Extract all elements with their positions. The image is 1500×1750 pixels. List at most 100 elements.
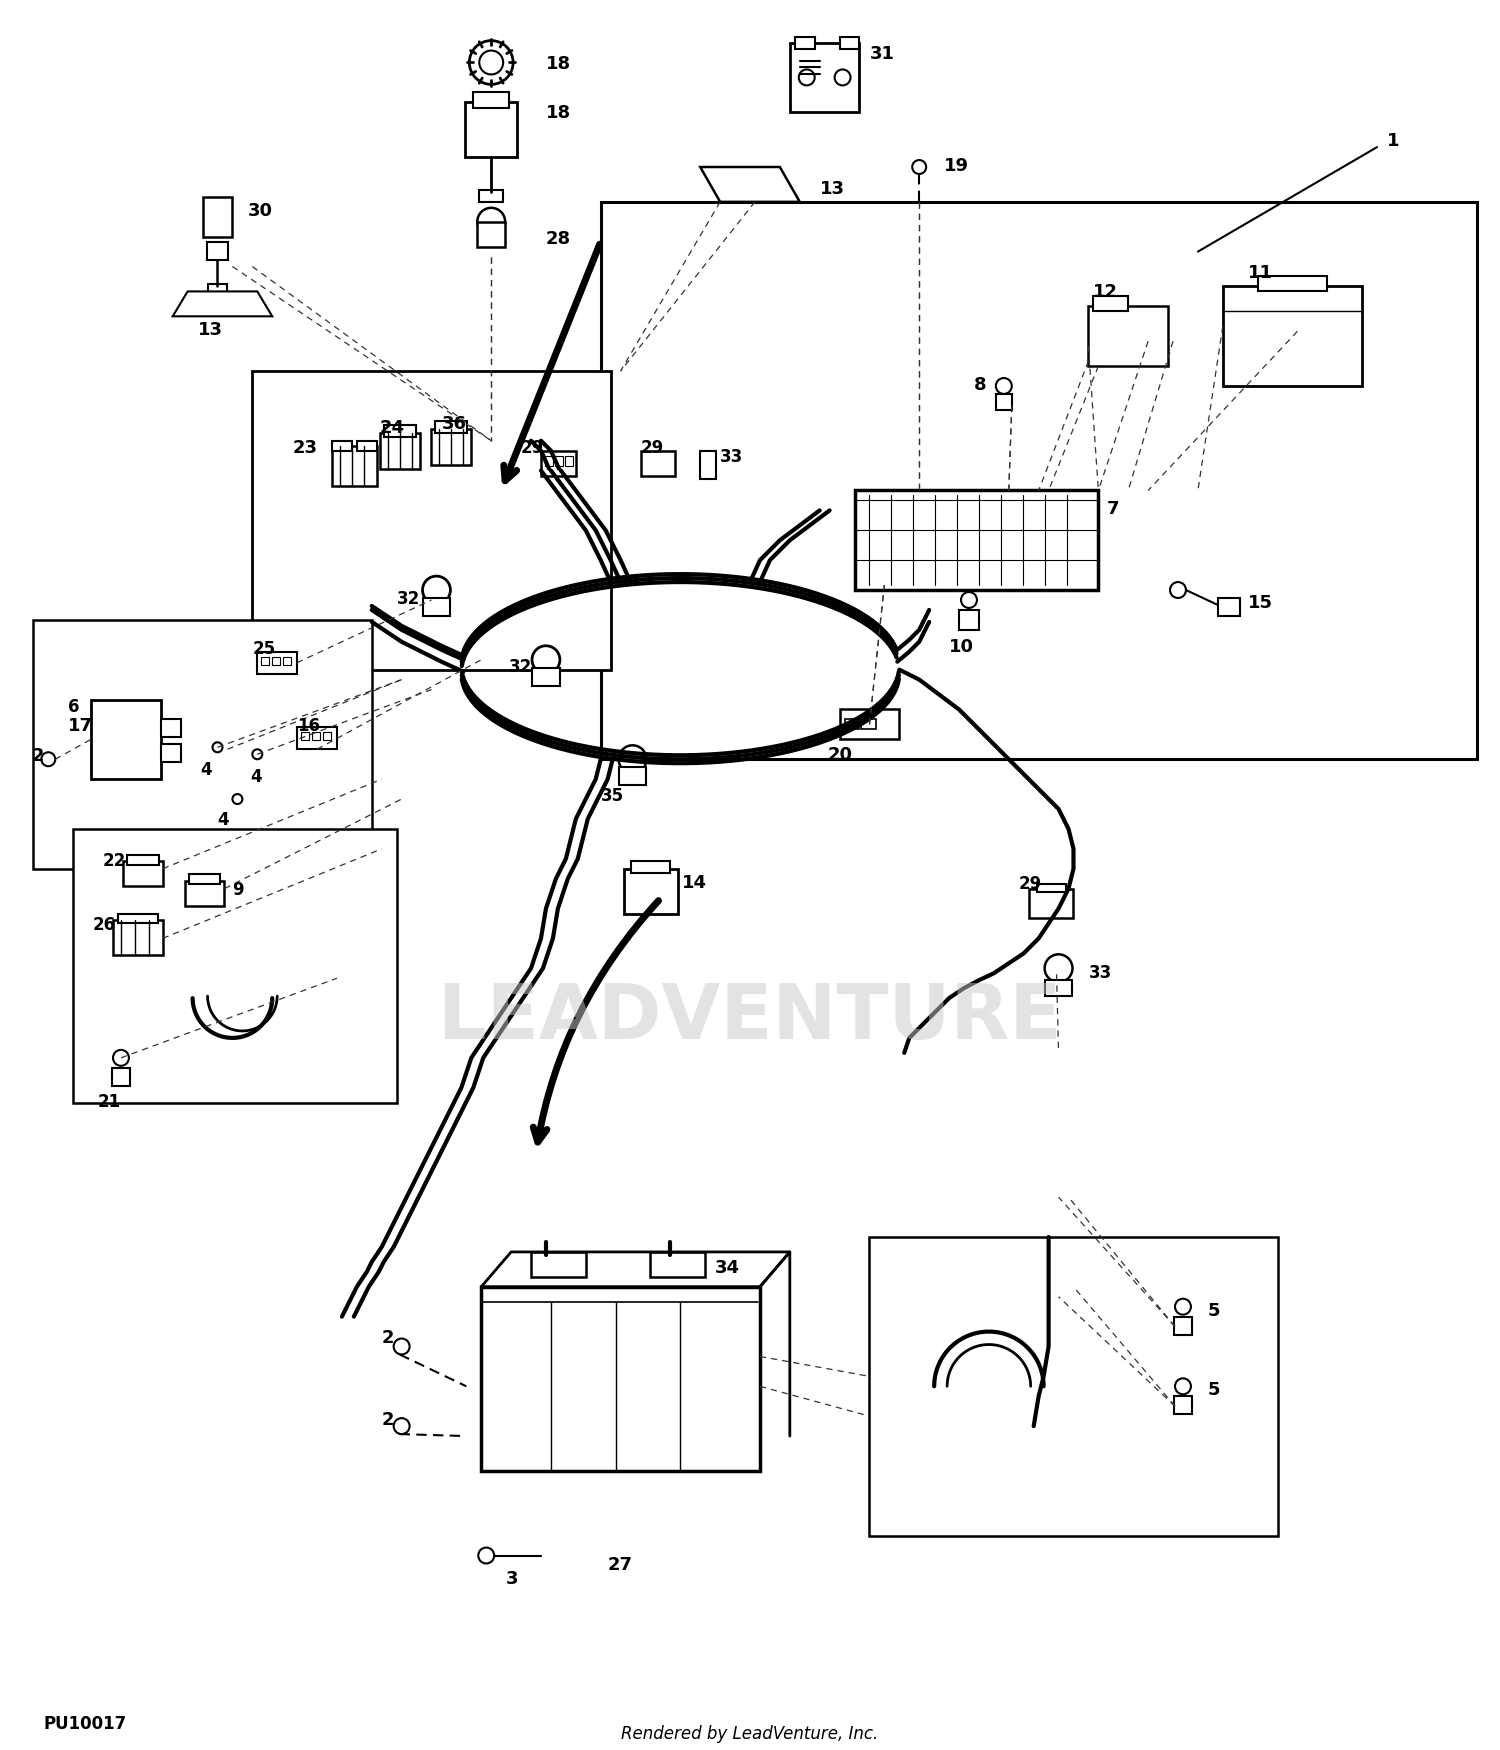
Bar: [207, 285, 228, 299]
Bar: [160, 719, 180, 737]
Bar: [1044, 980, 1072, 996]
Text: 2: 2: [32, 747, 44, 765]
Bar: [332, 441, 352, 452]
Circle shape: [912, 159, 926, 173]
Bar: [272, 656, 280, 665]
Bar: [357, 441, 376, 452]
Bar: [312, 732, 320, 740]
Bar: [544, 455, 554, 466]
Circle shape: [423, 576, 450, 604]
Bar: [202, 196, 232, 236]
Text: 36: 36: [441, 415, 466, 432]
Circle shape: [213, 742, 222, 752]
Bar: [1094, 296, 1128, 311]
Bar: [189, 873, 220, 884]
Circle shape: [532, 646, 560, 674]
Bar: [840, 37, 860, 49]
Bar: [1029, 889, 1074, 919]
Text: 24: 24: [380, 418, 405, 438]
Bar: [1222, 287, 1362, 387]
Text: Rendered by LeadVenture, Inc.: Rendered by LeadVenture, Inc.: [621, 1726, 879, 1743]
Text: 10: 10: [950, 637, 974, 656]
Text: 13: 13: [819, 180, 844, 198]
Bar: [123, 861, 162, 886]
Bar: [840, 709, 900, 738]
Bar: [1257, 276, 1328, 292]
Text: 27: 27: [608, 1556, 633, 1573]
Text: 19: 19: [944, 158, 969, 175]
Bar: [542, 452, 576, 476]
Circle shape: [1174, 1379, 1191, 1395]
Bar: [651, 1251, 705, 1278]
Text: 29: 29: [520, 439, 544, 457]
Text: 2: 2: [381, 1410, 394, 1430]
Text: LEADVENTURE: LEADVENTURE: [438, 982, 1062, 1055]
Bar: [624, 868, 678, 914]
Text: 13: 13: [198, 322, 222, 340]
Bar: [870, 1237, 1278, 1535]
Text: 4: 4: [217, 810, 229, 829]
Text: 32: 32: [509, 658, 532, 676]
Text: 25: 25: [252, 640, 276, 658]
Bar: [74, 830, 396, 1102]
Circle shape: [1174, 1298, 1191, 1314]
Circle shape: [42, 752, 56, 766]
Text: 4: 4: [201, 761, 211, 779]
Circle shape: [393, 1418, 410, 1433]
Circle shape: [477, 208, 506, 236]
Text: 2: 2: [381, 1328, 394, 1346]
Bar: [112, 920, 162, 956]
Circle shape: [470, 40, 513, 84]
Bar: [630, 861, 670, 873]
Text: 5: 5: [1208, 1302, 1221, 1320]
Text: 22: 22: [104, 852, 126, 870]
Bar: [958, 611, 980, 630]
Bar: [618, 766, 646, 786]
Circle shape: [232, 794, 243, 803]
Text: 29: 29: [640, 439, 664, 457]
Bar: [92, 700, 160, 779]
Bar: [480, 191, 502, 201]
Text: 28: 28: [546, 229, 572, 248]
Bar: [128, 854, 159, 864]
Bar: [252, 371, 610, 670]
Circle shape: [478, 1547, 494, 1563]
Bar: [1089, 306, 1168, 366]
Text: 6: 6: [68, 698, 80, 716]
Circle shape: [1170, 583, 1186, 598]
Bar: [1036, 884, 1065, 891]
Bar: [555, 455, 562, 466]
Bar: [1174, 1396, 1192, 1414]
Bar: [118, 914, 158, 924]
Bar: [112, 1068, 130, 1085]
Bar: [332, 446, 376, 485]
Text: 16: 16: [297, 718, 320, 735]
Bar: [855, 490, 1098, 590]
Bar: [207, 242, 228, 259]
Text: 35: 35: [600, 788, 624, 805]
Circle shape: [996, 378, 1012, 394]
Text: 9: 9: [232, 880, 244, 900]
Text: 18: 18: [546, 105, 572, 123]
Bar: [33, 620, 372, 868]
Bar: [700, 452, 715, 478]
Text: 29: 29: [1019, 875, 1042, 892]
Bar: [380, 432, 420, 469]
Text: 32: 32: [396, 590, 420, 607]
Text: 15: 15: [1248, 593, 1272, 612]
Polygon shape: [700, 166, 800, 201]
Text: 34: 34: [716, 1258, 740, 1278]
Text: 17: 17: [68, 718, 93, 735]
Bar: [432, 429, 471, 464]
Bar: [600, 201, 1476, 760]
Bar: [302, 732, 309, 740]
Text: 5: 5: [1208, 1381, 1221, 1400]
Circle shape: [618, 746, 646, 774]
Circle shape: [800, 70, 814, 86]
Text: 23: 23: [292, 439, 316, 457]
Bar: [531, 1251, 586, 1278]
Bar: [1174, 1316, 1192, 1335]
Text: 31: 31: [870, 44, 894, 63]
Bar: [996, 394, 1012, 410]
Bar: [322, 732, 332, 740]
